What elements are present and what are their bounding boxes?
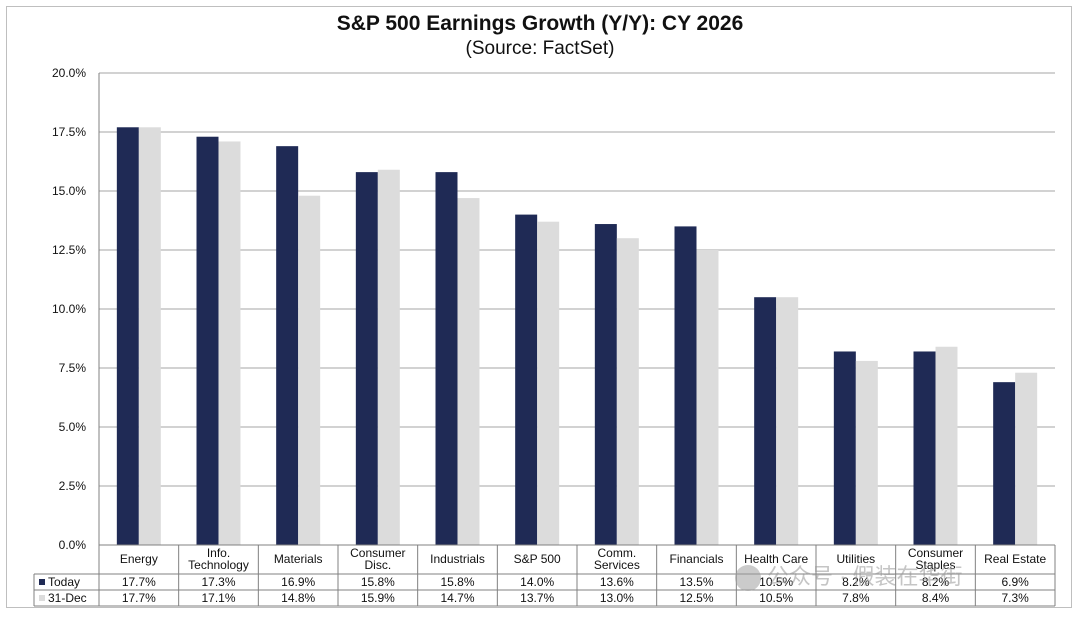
category-label: Comm. xyxy=(597,546,636,560)
category-label: Materials xyxy=(274,552,323,566)
y-tick-label: 10.0% xyxy=(52,302,86,316)
data-label: 17.1% xyxy=(201,591,235,605)
chart-subtitle: (Source: FactSet) xyxy=(465,38,615,59)
bar-today xyxy=(993,382,1016,545)
bar-31-dec xyxy=(138,127,161,545)
data-label: 17.7% xyxy=(122,591,156,605)
bar-today xyxy=(116,127,139,545)
bar-today xyxy=(913,351,936,545)
legend-key xyxy=(39,595,45,601)
category-label: Info. xyxy=(207,546,230,560)
data-label: 8.4% xyxy=(922,591,950,605)
legend-label: Today xyxy=(48,575,80,589)
data-label: 15.8% xyxy=(440,575,474,589)
category-label: Utilities xyxy=(836,552,875,566)
bar-today xyxy=(435,172,458,545)
chart-frame xyxy=(6,6,1072,608)
data-label: 14.0% xyxy=(520,575,554,589)
data-label: 7.3% xyxy=(1001,591,1029,605)
bar-31-dec xyxy=(776,297,799,545)
bar-today xyxy=(754,297,777,545)
bar-today xyxy=(196,136,219,545)
data-label: 14.7% xyxy=(440,591,474,605)
category-label: Staples xyxy=(915,558,955,572)
bar-today xyxy=(594,224,617,546)
y-tick-label: 0.0% xyxy=(59,538,87,552)
y-tick-label: 20.0% xyxy=(52,66,86,80)
legend-key xyxy=(39,579,45,585)
category-label: Services xyxy=(594,558,640,572)
data-label: 8.2% xyxy=(842,575,870,589)
bar-today xyxy=(515,214,538,545)
bar-31-dec xyxy=(377,169,400,545)
bar-31-dec xyxy=(537,221,560,545)
data-label: 17.3% xyxy=(201,575,235,589)
y-tick-label: 2.5% xyxy=(59,479,87,493)
data-label: 14.8% xyxy=(281,591,315,605)
bar-31-dec xyxy=(696,250,719,545)
bar-31-dec xyxy=(616,238,639,545)
bar-31-dec xyxy=(218,141,241,545)
category-label: Consumer xyxy=(350,546,405,560)
data-label: 13.5% xyxy=(679,575,713,589)
category-label: Financials xyxy=(669,552,723,566)
data-label: 6.9% xyxy=(1001,575,1029,589)
chart-title: S&P 500 Earnings Growth (Y/Y): CY 2026 xyxy=(336,12,744,35)
y-tick-label: 15.0% xyxy=(52,184,86,198)
y-tick-label: 17.5% xyxy=(52,125,86,139)
watermark-text: 公众号 · 假装在华街 xyxy=(767,564,963,589)
y-tick-label: 12.5% xyxy=(52,243,86,257)
bar-today xyxy=(674,226,697,545)
data-label: 15.8% xyxy=(361,575,395,589)
bar-today xyxy=(355,172,378,545)
bar-31-dec xyxy=(855,360,878,545)
data-label: 13.0% xyxy=(600,591,634,605)
bar-31-dec xyxy=(935,346,958,545)
y-tick-label: 7.5% xyxy=(59,361,87,375)
category-label: Real Estate xyxy=(984,552,1046,566)
category-label: Technology xyxy=(188,558,249,572)
category-label: Consumer xyxy=(908,546,963,560)
bar-31-dec xyxy=(1015,372,1038,545)
data-label: 7.8% xyxy=(842,591,870,605)
legend-label: 31-Dec xyxy=(48,591,87,605)
data-label: 10.5% xyxy=(759,591,793,605)
category-label: Disc. xyxy=(364,558,391,572)
category-label: Health Care xyxy=(744,552,808,566)
category-label: Energy xyxy=(120,552,158,566)
data-label: 13.6% xyxy=(600,575,634,589)
watermark: 公众号 · 假装在华街 xyxy=(735,559,963,592)
bar-31-dec xyxy=(457,198,480,545)
data-label: 15.9% xyxy=(361,591,395,605)
bar-today xyxy=(833,351,856,545)
data-label: 10.5% xyxy=(759,575,793,589)
wechat-icon xyxy=(735,565,761,592)
y-tick-label: 5.0% xyxy=(59,420,87,434)
category-label: S&P 500 xyxy=(514,552,561,566)
data-label: 17.7% xyxy=(122,575,156,589)
data-label: 12.5% xyxy=(679,591,713,605)
bar-31-dec xyxy=(298,195,321,545)
category-label: Industrials xyxy=(430,552,485,566)
data-label: 13.7% xyxy=(520,591,554,605)
bar-today xyxy=(276,146,299,545)
data-label: 16.9% xyxy=(281,575,315,589)
data-label: 8.2% xyxy=(922,575,950,589)
